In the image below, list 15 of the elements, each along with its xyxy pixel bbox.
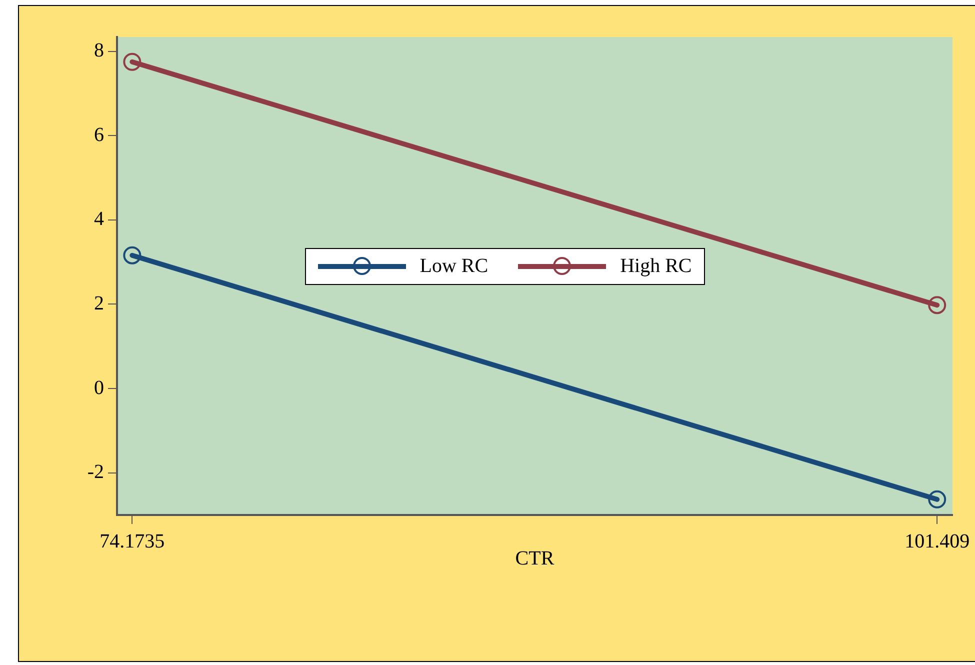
point: [123, 52, 142, 71]
y-tick-label: 0: [94, 376, 104, 399]
y-tick-label: -2: [87, 461, 104, 484]
y-tick-label: 6: [94, 124, 104, 146]
point: [928, 296, 946, 314]
x-tick-label: 101.409: [904, 530, 970, 552]
point: [928, 490, 946, 508]
x-tick-label: 74.1735: [100, 530, 165, 552]
y-tick-label: 2: [94, 292, 104, 314]
legend-label: High RC: [620, 254, 692, 278]
y-tick-label: 4: [94, 208, 104, 230]
legend-label: Low RC: [420, 254, 488, 278]
point: [123, 246, 142, 264]
x-axis-title: CTR: [515, 547, 555, 570]
y-tick-label: 8: [94, 40, 104, 62]
